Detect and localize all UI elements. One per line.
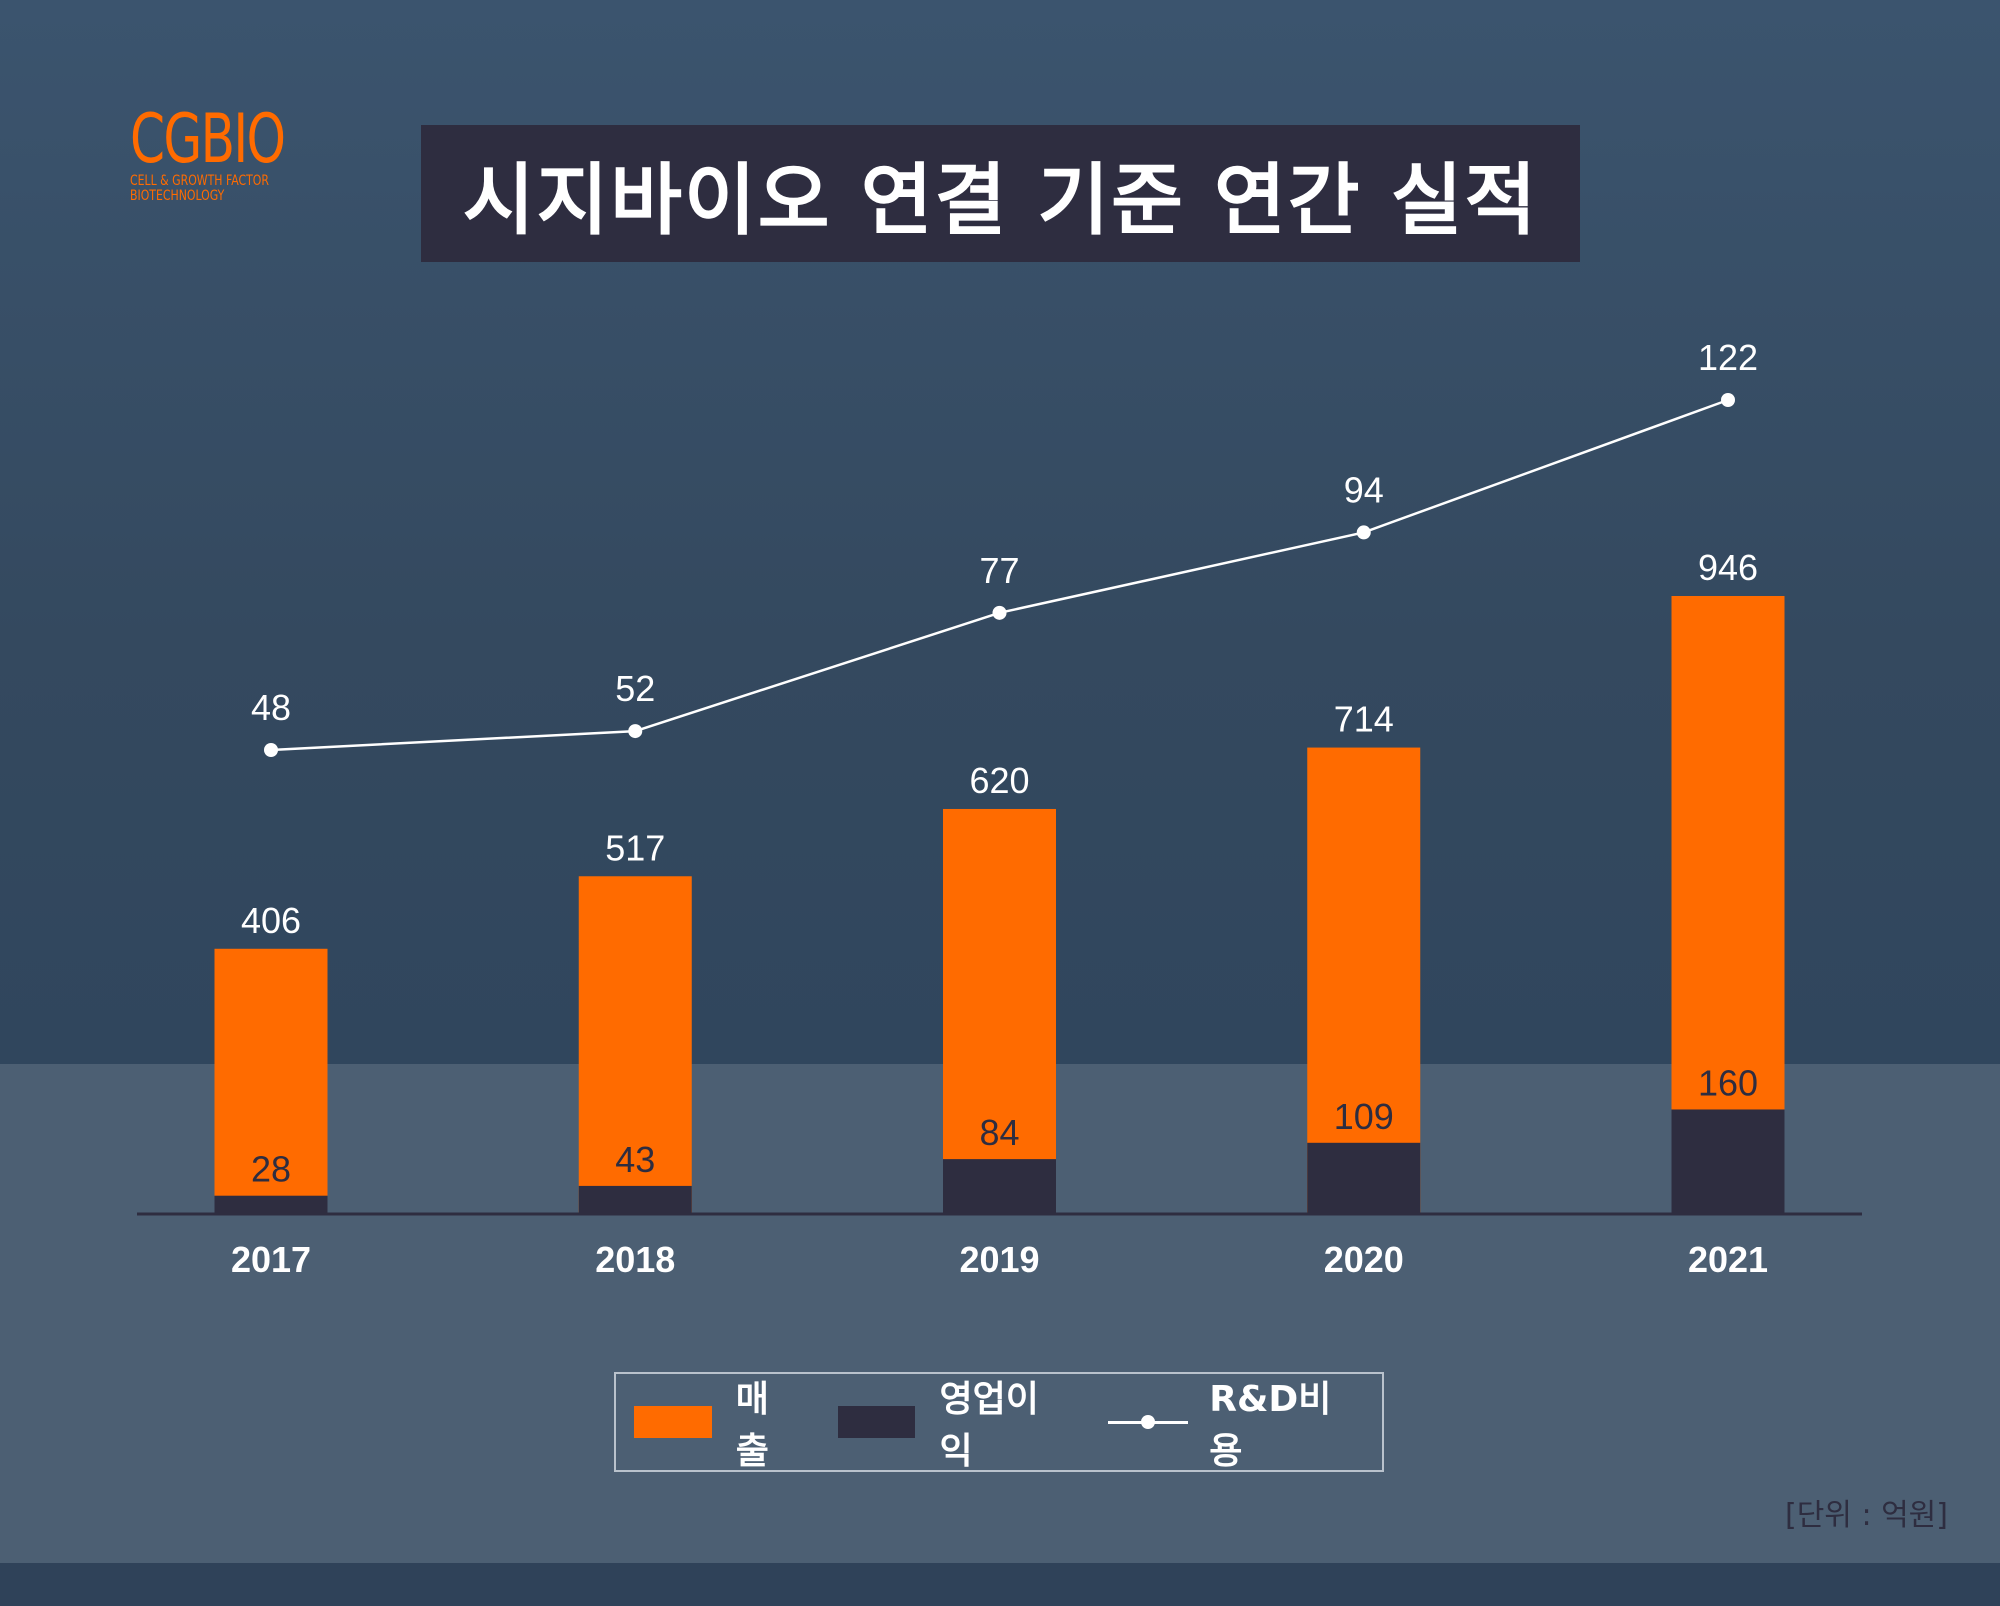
bar-sales-2018 [578,876,692,1214]
logo-tagline-line2: BIOTECHNOLOGY [130,188,225,204]
bar-operating-profit-2021 [1671,1109,1785,1214]
data-label-sales-2020: 714 [1334,699,1394,740]
rd-cost-point-2020 [1356,525,1371,540]
rd-cost-point-2018 [628,724,643,739]
bar-sales-2017 [214,948,328,1214]
data-label-operating-profit-2017: 28 [251,1149,291,1190]
x-tick-label-2017: 2017 [231,1239,311,1280]
legend-swatch-operating-profit [837,1406,916,1438]
data-label-sales-2021: 946 [1698,547,1758,588]
rd-cost-point-2021 [1721,393,1735,407]
legend-label-rd-cost: R&D비용 [1209,1379,1332,1472]
legend-item-rd-cost: R&D비용 [1107,1370,1364,1474]
x-tick-label-2018: 2018 [595,1239,675,1280]
data-label-sales-2019: 620 [969,760,1029,801]
data-label-sales-2018: 517 [605,827,665,868]
chart-title: 시지바이오 연결 기준 연간 실적 [462,155,1539,246]
bar-operating-profit-2018 [578,1185,692,1214]
cgbio-logo: CGBIO CELL & GROWTH FACTOR BIOTECHNOLOGY [130,106,318,204]
legend-item-operating-profit: 영업이익 [837,1370,1072,1474]
x-tick-label-2020: 2020 [1324,1239,1404,1280]
data-label-operating-profit-2020: 109 [1334,1096,1394,1137]
data-label-operating-profit-2018: 43 [615,1139,655,1180]
logo-tagline-line1: CELL & GROWTH FACTOR [130,173,269,189]
legend-swatch-sales [634,1406,712,1438]
bar-sales-2019 [943,808,1056,1214]
data-label-rd-cost-2017: 48 [251,687,291,728]
title-banner: 시지바이오 연결 기준 연간 실적 [421,125,1580,262]
labels-layer: 406 28 2017 517 43 2018 620 84 2019 714 109 2020 946… [231,337,1768,1280]
rd-line-layer [264,393,1735,757]
bar-operating-profit-2017 [214,1195,328,1214]
x-tick-label-2019: 2019 [959,1239,1039,1280]
rd-cost-point-2019 [992,605,1007,620]
rd-cost-point-2017 [264,743,278,757]
data-label-operating-profit-2019: 84 [979,1112,1019,1153]
background-footer-strip [0,1563,2000,1606]
bar-operating-profit-2019 [943,1159,1056,1214]
data-label-operating-profit-2021: 160 [1698,1062,1758,1103]
bar-operating-profit-2020 [1307,1142,1421,1214]
legend-item-sales: 매출 [634,1370,802,1474]
data-label-sales-2017: 406 [241,900,301,941]
unit-note: [단위 : 억원] [1785,1498,1948,1533]
legend-label-sales: 매출 [735,1379,769,1472]
legend: 매출 영업이익 R&D비용 [614,1372,1384,1472]
bar-sales-2020 [1307,747,1421,1214]
data-label-rd-cost-2020: 94 [1344,469,1384,510]
data-label-rd-cost-2019: 77 [979,550,1019,591]
legend-line-marker-icon [1107,1406,1188,1438]
logo-wordmark: CGBIO [130,100,286,179]
data-label-rd-cost-2018: 52 [615,668,655,709]
legend-label-operating-profit: 영업이익 [939,1379,1039,1472]
x-tick-label-2021: 2021 [1688,1239,1768,1280]
data-label-rd-cost-2021: 122 [1698,337,1758,378]
bars-layer [214,596,1785,1214]
